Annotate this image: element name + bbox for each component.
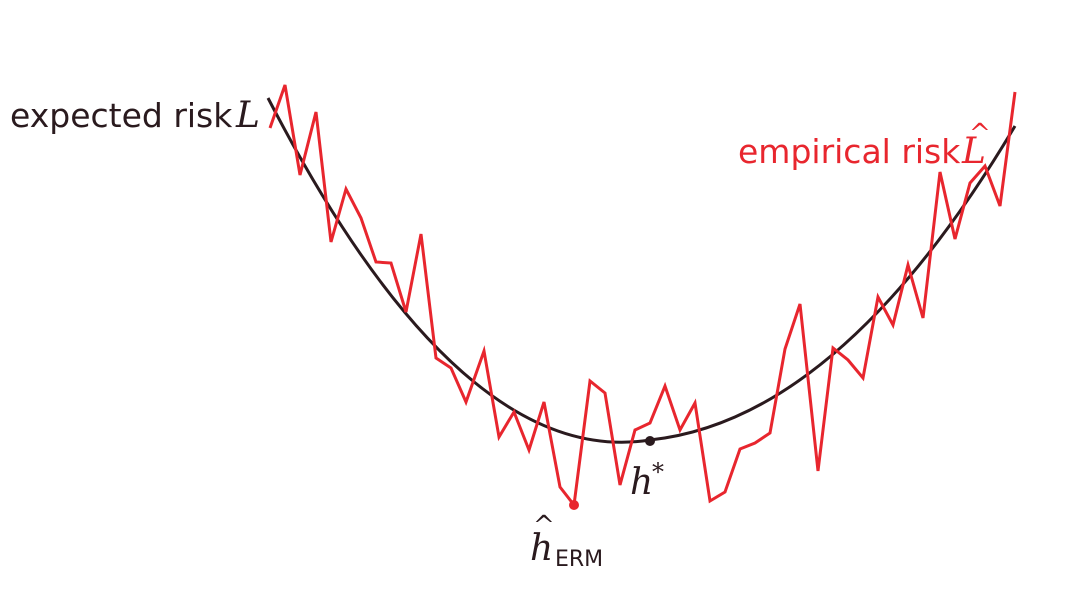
empirical-risk-symbol: L — [961, 131, 986, 172]
expected-risk-text: expected risk — [10, 96, 233, 135]
h-erm-hat: ^ — [533, 511, 555, 541]
empirical-risk-hat: ^ — [969, 119, 991, 149]
h-erm-point — [569, 500, 579, 510]
h-erm-label: h — [530, 528, 553, 569]
h-erm-base: h — [530, 528, 553, 569]
h-erm-sub-text: ERM — [555, 547, 603, 572]
empirical-risk-text: empirical risk — [738, 132, 961, 171]
h-star-superscript: * — [652, 458, 664, 486]
h-star-sup-text: * — [652, 458, 664, 486]
h-erm-hat-text: ^ — [533, 511, 555, 541]
h-star-base: h — [630, 462, 653, 503]
empirical-risk-label: empirical risk — [738, 132, 961, 171]
empirical-risk-symbol-text: L — [961, 131, 986, 172]
empirical-risk-hat-text: ^ — [969, 119, 991, 149]
h-star-point — [645, 436, 655, 446]
empirical-risk-curve — [268, 84, 1017, 509]
expected-risk-label: expected risk — [10, 96, 233, 135]
h-erm-subscript: ERM — [555, 547, 603, 572]
expected-risk-symbol: L — [235, 95, 260, 136]
h-star-label: h — [630, 462, 653, 503]
expected-risk-symbol-text: L — [235, 95, 260, 136]
